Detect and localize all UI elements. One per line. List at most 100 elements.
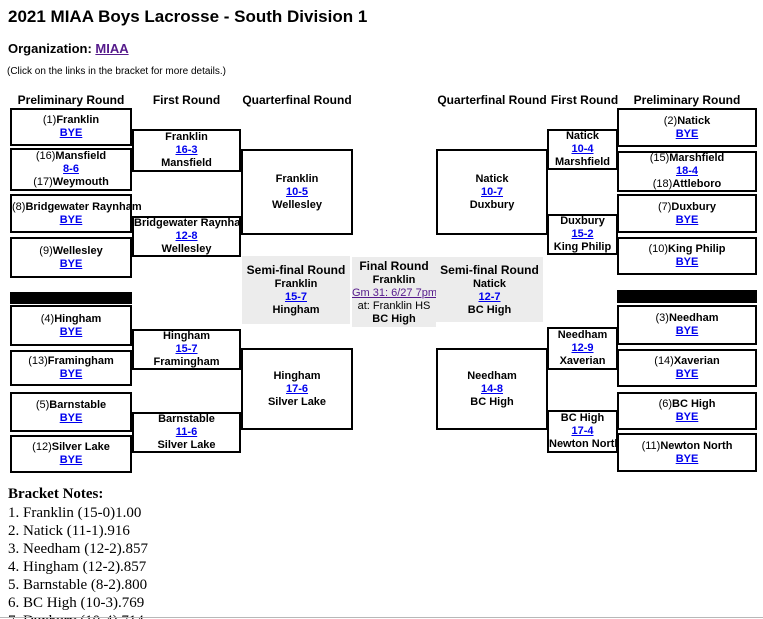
team-name: Mansfield <box>55 150 107 162</box>
note-line: 7. Duxbury (10-4).714 <box>8 612 148 619</box>
team-name: Hingham <box>54 312 102 325</box>
score-link[interactable]: 11-6 <box>175 426 198 438</box>
score-line: 12-7 <box>436 291 543 304</box>
team-name: Duxbury <box>560 215 605 227</box>
team-line: (5)Barnstable <box>12 399 130 412</box>
prelim-box-franklin: (1)Franklin BYE <box>10 108 132 146</box>
bye-link[interactable]: BYE <box>59 213 83 226</box>
team-line: (15)Marshfield <box>619 152 755 165</box>
team-name: Hingham <box>162 330 211 342</box>
page-bottom-edge <box>0 617 763 618</box>
seed: (1) <box>42 114 57 126</box>
team-name: Marshfield <box>554 156 610 168</box>
seed: (9) <box>39 244 53 257</box>
team-line: (9)Wellesley <box>12 245 130 258</box>
team-name: Framingham <box>153 356 220 368</box>
score-line: 15-7 <box>134 343 239 356</box>
result-line: BYE <box>12 258 130 271</box>
first-round-box: Bridgewater Raynham 12-8 Wellesley <box>132 216 251 257</box>
bye-link[interactable]: BYE <box>59 127 83 139</box>
bye-link[interactable]: BYE <box>675 256 699 268</box>
team-name: Bridgewater Raynham <box>134 217 251 229</box>
quarterfinal-box: Hingham 17-6 Silver Lake <box>241 348 353 430</box>
prelim-box-framingham: (13)Framingham BYE <box>10 350 132 386</box>
score-link[interactable]: 16-3 <box>175 144 198 156</box>
organization-link[interactable]: MIAA <box>95 41 129 56</box>
result-line: BYE <box>12 214 130 227</box>
bye-link[interactable]: BYE <box>59 257 83 270</box>
team-name: BC High <box>672 398 716 410</box>
result-line: BYE <box>619 256 755 269</box>
result-line: BYE <box>12 454 130 467</box>
prelim-box-duxbury: (7)Duxbury BYE <box>617 194 757 233</box>
team-name: Duxbury <box>469 198 515 211</box>
seed: (13) <box>28 355 48 367</box>
team-line: (11)Newton North <box>619 440 755 453</box>
score-link[interactable]: 12-8 <box>175 230 198 242</box>
score-link[interactable]: 10-4 <box>571 143 594 155</box>
prelim-box-wellesley: (9)Wellesley BYE <box>10 237 132 278</box>
score-link[interactable]: 18-4 <box>675 165 699 177</box>
score-link[interactable]: 15-2 <box>571 228 594 240</box>
bye-link[interactable]: BYE <box>675 127 699 140</box>
first-round-box: Hingham 15-7 Framingham <box>132 329 241 370</box>
team-name: BC High <box>560 412 605 424</box>
game-link[interactable]: Gm 31: 6/27 7pm <box>352 286 437 299</box>
prelim-box-hingham: (4)Hingham BYE <box>10 305 132 346</box>
score-line: 12-9 <box>549 342 616 355</box>
team-name: Attleboro <box>672 178 722 190</box>
score-line: 16-3 <box>134 144 239 157</box>
header-right-first-round: First Round <box>550 93 619 107</box>
result-line: 18-4 <box>619 165 755 178</box>
score-link[interactable]: 15-7 <box>175 343 198 355</box>
page-title: 2021 MIAA Boys Lacrosse - South Division… <box>8 7 368 26</box>
bye-link[interactable]: BYE <box>675 325 699 337</box>
bye-link[interactable]: BYE <box>675 411 699 423</box>
score-link[interactable]: 10-7 <box>480 185 504 198</box>
score-link[interactable]: 12-9 <box>571 342 594 354</box>
final-round-box: Final Round Franklin Gm 31: 6/27 7pm at:… <box>352 257 437 327</box>
team-name: Franklin <box>56 114 100 126</box>
seed: (14) <box>654 355 674 367</box>
bracket-notes-title: Bracket Notes: <box>8 486 104 502</box>
team-line: (16)Mansfield <box>12 150 130 163</box>
team-name: Needham <box>467 369 517 382</box>
team-name: BC High <box>372 312 416 325</box>
bye-link[interactable]: BYE <box>675 213 699 226</box>
bye-link[interactable]: BYE <box>59 368 83 380</box>
score-link[interactable]: 10-5 <box>285 185 309 198</box>
result-line: BYE <box>12 127 130 140</box>
team-name: Needham <box>557 329 608 341</box>
bye-link[interactable]: BYE <box>675 368 699 380</box>
prelim-box-mansfield: (16)Mansfield 8-6 (17)Weymouth <box>10 148 132 191</box>
score-link[interactable]: 15-7 <box>284 291 308 303</box>
seed: (18) <box>652 178 673 190</box>
team-name: Newton North <box>660 439 733 452</box>
team-line: (8)Bridgewater Raynham <box>12 201 142 214</box>
bye-link[interactable]: BYE <box>59 325 83 338</box>
score-link[interactable]: 8-6 <box>63 163 79 175</box>
first-round-box: Barnstable 11-6 Silver Lake <box>132 412 241 453</box>
team-name: Natick <box>565 130 600 142</box>
score-link[interactable]: 17-6 <box>285 382 309 395</box>
team-name: Franklin <box>275 172 319 185</box>
team-name: Franklin <box>274 278 318 290</box>
quarterfinal-box: Natick 10-7 Duxbury <box>436 149 548 235</box>
note-line: 6. BC High (10-3).769 <box>8 595 145 611</box>
note-line: 5. Barnstable (8-2).800 <box>8 577 148 593</box>
team-name: Barnstable <box>49 399 107 411</box>
bye-link[interactable]: BYE <box>59 454 83 466</box>
team-name: Natick <box>677 114 711 127</box>
seed: (12) <box>32 441 52 453</box>
bye-link[interactable]: BYE <box>675 452 699 465</box>
team-line: (18)Attleboro <box>619 178 755 191</box>
score-link[interactable]: 17-4 <box>571 425 594 437</box>
team-name: Wellesley <box>52 244 103 257</box>
prelim-box-king-philip: (10)King Philip BYE <box>617 237 757 275</box>
bye-link[interactable]: BYE <box>59 412 83 424</box>
score-link[interactable]: 14-8 <box>480 382 504 395</box>
team-name: BC High <box>470 395 514 408</box>
header-left-first-round: First Round <box>152 93 221 107</box>
score-link[interactable]: 12-7 <box>478 290 501 303</box>
first-round-box: Franklin 16-3 Mansfield <box>132 129 241 172</box>
